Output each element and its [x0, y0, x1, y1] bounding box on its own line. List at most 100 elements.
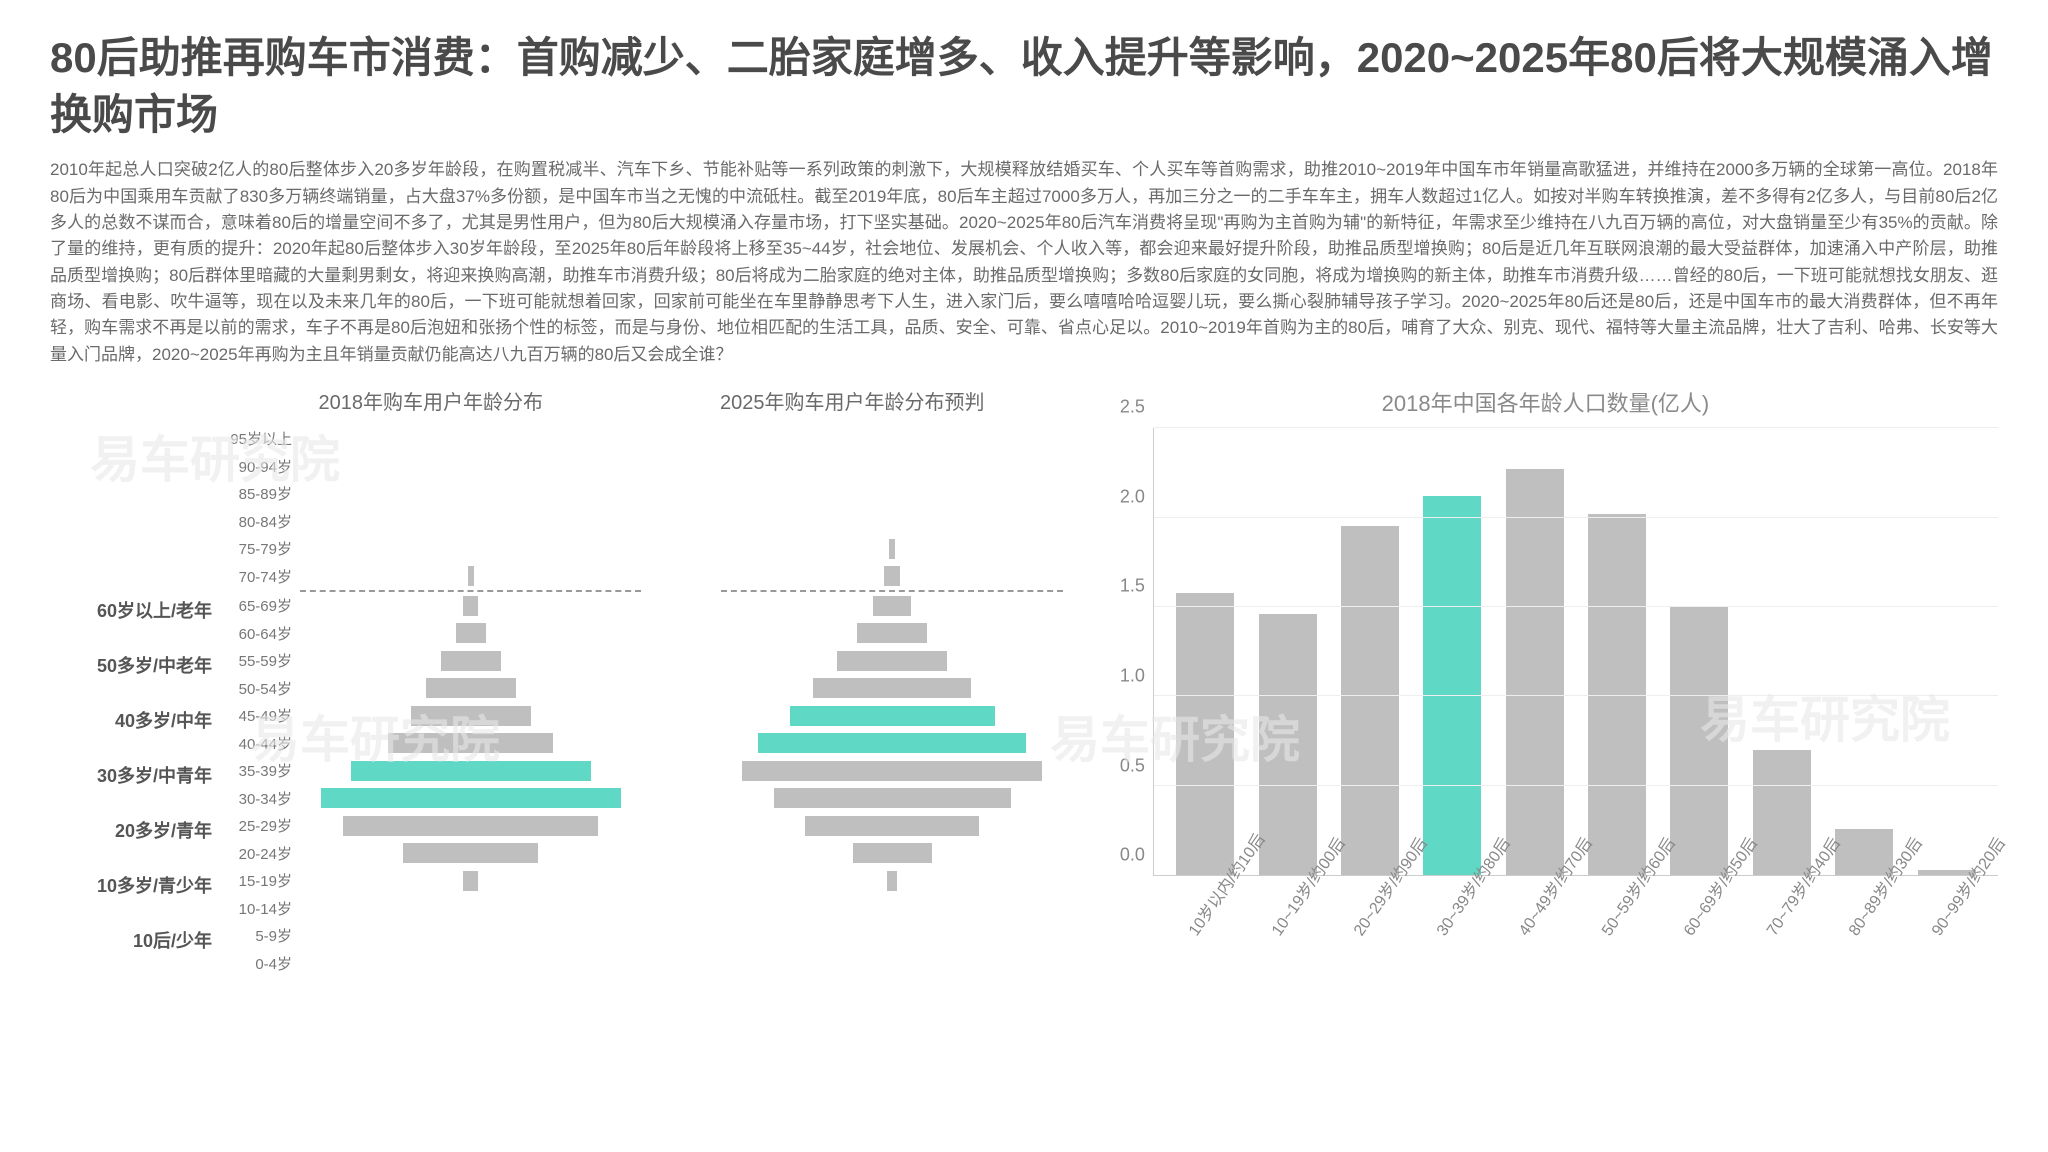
age-group-labels: 60岁以上/老年50多岁/中老年40多岁/中年30多岁/中青年20多岁/青年10… [50, 386, 220, 1006]
x-axis-labels: 10岁以内/约10后10~19岁/约00后20~29岁/约90后30~39岁/约… [1153, 876, 1998, 1006]
pyramid-row: 85-89岁 [220, 480, 641, 508]
pyramid-2025-title: 2025年购车用户年龄分布预判 [720, 386, 985, 415]
pyramid-row: 0-4岁 [220, 950, 641, 978]
pyramid-bar-left [774, 788, 892, 808]
pyramid-bar-right [892, 816, 979, 836]
grid-line [1154, 427, 1998, 428]
pyramid-bar-left [805, 816, 892, 836]
pyramid-row [641, 480, 1062, 508]
pyramid-bar-left [456, 623, 471, 643]
pyramid-row: 5-9岁 [220, 922, 641, 950]
pyramid-row: 60-64岁 [220, 620, 641, 648]
pyramid-bar-right [892, 566, 900, 586]
age-band-label: 5-9岁 [220, 925, 300, 946]
pyramid-bar-right [892, 788, 1010, 808]
age-band-label: 30-34岁 [220, 788, 300, 809]
pyramid-row [641, 563, 1062, 591]
age-band-label: 65-69岁 [220, 595, 300, 616]
pyramid-bar-left [463, 871, 471, 891]
pyramid-bar-left [321, 788, 471, 808]
population-pyramids: 60岁以上/老年50多岁/中老年40多岁/中年30多岁/中青年20多岁/青年10… [50, 386, 1063, 1006]
y-tick-label: 0.0 [1120, 845, 1145, 866]
y-tick-label: 1.0 [1120, 665, 1145, 686]
grid-line [1154, 695, 1998, 696]
pyramid-bar-right [471, 651, 501, 671]
pyramid-row [641, 592, 1062, 620]
age-band-label: 55-59岁 [220, 650, 300, 671]
age-band-label: 15-19岁 [220, 870, 300, 891]
age-band-label: 85-89岁 [220, 483, 300, 504]
pyramid-row: 65-69岁 [220, 592, 641, 620]
pyramid-row [641, 647, 1062, 675]
bar [1176, 593, 1234, 876]
pyramid-2018-title: 2018年购车用户年龄分布 [318, 386, 543, 415]
pyramid-row: 90-94岁 [220, 453, 641, 481]
age-band-label: 50-54岁 [220, 678, 300, 699]
pyramid-bar-left [403, 843, 471, 863]
age-band-label: 80-84岁 [220, 511, 300, 532]
y-tick-label: 2.5 [1120, 397, 1145, 418]
pyramid-bar-left [463, 596, 471, 616]
y-axis: 0.00.51.01.52.02.5 [1093, 428, 1153, 876]
pyramid-row [641, 950, 1062, 978]
age-band-label: 0-4岁 [220, 953, 300, 974]
age-band-label: 60-64岁 [220, 623, 300, 644]
pyramid-row [641, 508, 1062, 536]
pyramid-row: 10-14岁 [220, 895, 641, 923]
pyramid-row: 50-54岁 [220, 675, 641, 703]
pyramid-bar-left [343, 816, 471, 836]
pyramid-bar-left [873, 596, 892, 616]
pyramid-bar-left [837, 651, 892, 671]
age-band-label: 75-79岁 [220, 538, 300, 559]
pyramid-row [641, 785, 1062, 813]
bar-chart-title: 2018年中国各年龄人口数量(亿人) [1093, 386, 1998, 418]
charts-row: 60岁以上/老年50多岁/中老年40多岁/中年30多岁/中青年20多岁/青年10… [50, 386, 1998, 1006]
bar [1341, 526, 1399, 875]
pyramid-bar-left [853, 843, 892, 863]
pyramid-bar-right [471, 816, 599, 836]
pyramid-bar-right [471, 678, 516, 698]
pyramid-bar-right [471, 733, 554, 753]
bar [1753, 750, 1811, 875]
pyramid-row [641, 922, 1062, 950]
age-band-label: 70-74岁 [220, 566, 300, 587]
pyramid-row [641, 702, 1062, 730]
body-paragraph: 2010年起总人口突破2亿人的80后整体步入20多岁年龄段，在购置税减半、汽车下… [50, 157, 1998, 368]
age-group-label: 10后/少年 [133, 927, 212, 953]
pyramid-2025-plot [641, 425, 1062, 1006]
pyramid-bar-right [892, 623, 927, 643]
pyramid-bar-left [742, 761, 892, 781]
pyramid-bar-right [892, 733, 1026, 753]
pyramid-row [641, 425, 1062, 453]
pyramid-row: 20-24岁 [220, 840, 641, 868]
pyramid-row: 95岁以上 [220, 425, 641, 453]
pyramid-row [641, 812, 1062, 840]
y-tick-label: 1.5 [1120, 576, 1145, 597]
bars-container [1154, 428, 1998, 875]
pyramid-row: 75-79岁 [220, 535, 641, 563]
bar [1259, 614, 1317, 875]
pyramid-row [641, 730, 1062, 758]
bar [1506, 469, 1564, 875]
pyramid-bar-right [471, 871, 479, 891]
y-tick-label: 0.5 [1120, 755, 1145, 776]
age-band-label: 10-14岁 [220, 898, 300, 919]
age-group-label: 60岁以上/老年 [97, 597, 212, 623]
pyramid-bar-right [471, 623, 486, 643]
pyramid-bar-right [892, 651, 947, 671]
pyramid-bar-left [388, 733, 471, 753]
pyramid-bar-right [892, 871, 897, 891]
pyramid-bar-right [892, 843, 931, 863]
age-band-label: 25-29岁 [220, 815, 300, 836]
age-band-label: 35-39岁 [220, 760, 300, 781]
bar [1423, 496, 1481, 875]
age-group-label: 40多岁/中年 [115, 707, 212, 733]
pyramid-bar-right [471, 788, 621, 808]
pyramid-row [641, 895, 1062, 923]
pyramid-row [641, 675, 1062, 703]
pyramid-bar-right [892, 539, 895, 559]
pyramid-bar-left [813, 678, 892, 698]
bar [1835, 829, 1893, 875]
pyramid-bar-right [892, 706, 995, 726]
population-bar-chart: 2018年中国各年龄人口数量(亿人) 0.00.51.01.52.02.5 10… [1063, 386, 1998, 1006]
